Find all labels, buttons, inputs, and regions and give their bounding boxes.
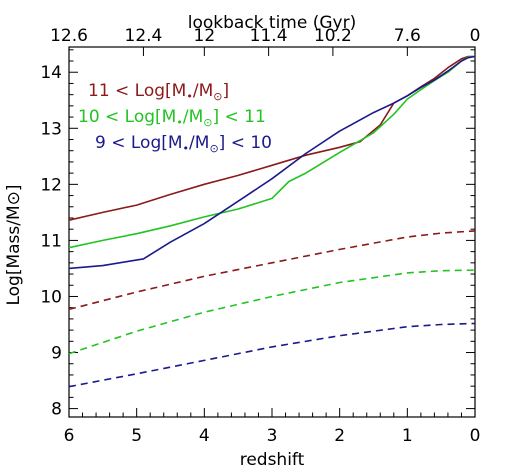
- y-tick-label: 10: [40, 287, 62, 307]
- top-tick-label: 11.4: [250, 26, 288, 46]
- x-tick-label: 6: [64, 426, 75, 446]
- x-tick-label: 4: [199, 426, 210, 446]
- bottom-axis-label: redshift: [240, 450, 305, 470]
- x-tick-label: 5: [131, 426, 142, 446]
- y-tick-label: 14: [40, 63, 62, 83]
- y-tick-label: 12: [40, 175, 62, 195]
- top-tick-label: 10.2: [314, 26, 352, 46]
- top-axis-label: lookback time (Gyr): [188, 13, 356, 33]
- x-axis-title: redshift: [240, 450, 305, 470]
- x-tick-label: 2: [334, 426, 345, 446]
- series-line-1: [68, 55, 475, 221]
- series-line-5: [68, 269, 476, 355]
- top-tick-label: 12.6: [50, 26, 88, 46]
- y-axis-label: Log[Mass/M⊙]: [4, 184, 24, 305]
- plot-frame: [68, 46, 476, 418]
- y-tick-label: 11: [40, 231, 62, 251]
- plot-area: 6 5 4 3 2 1 012.6 12.4 12 11.4 10.2 7.6 089101112131…: [40, 26, 480, 446]
- y-axis-title: Log[Mass/M⊙]: [4, 184, 24, 305]
- series-line-3: [68, 55, 476, 270]
- legend-entry: 11 < Log[M•/M⊙]: [88, 81, 229, 103]
- x-tick-label: 1: [402, 426, 413, 446]
- legend: 11 < Log[M•/M⊙] 10 < Log[M•/M⊙] < 11 9 < L…: [78, 81, 272, 155]
- y-tick-label: 8: [51, 400, 62, 420]
- x-tick-label: 0: [470, 426, 481, 446]
- y-tick-label: 13: [40, 119, 62, 139]
- legend-entry: 10 < Log[M•/M⊙] < 11: [78, 107, 266, 129]
- top-tick-label: 12: [194, 26, 216, 46]
- x-tick-label: 3: [267, 426, 278, 446]
- top-tick-label: 7.6: [394, 26, 421, 46]
- legend-entry: 9 < Log[M•/M⊙] < 10: [95, 133, 272, 155]
- top-tick-label: 0: [470, 26, 481, 46]
- y-tick-label: 9: [51, 344, 62, 364]
- top-axis-title: lookback time (Gyr): [188, 13, 356, 33]
- series-line-2: [68, 55, 476, 249]
- top-tick-label: 12.4: [125, 26, 163, 46]
- series-line-4: [68, 230, 476, 311]
- series-line-6: [68, 322, 476, 388]
